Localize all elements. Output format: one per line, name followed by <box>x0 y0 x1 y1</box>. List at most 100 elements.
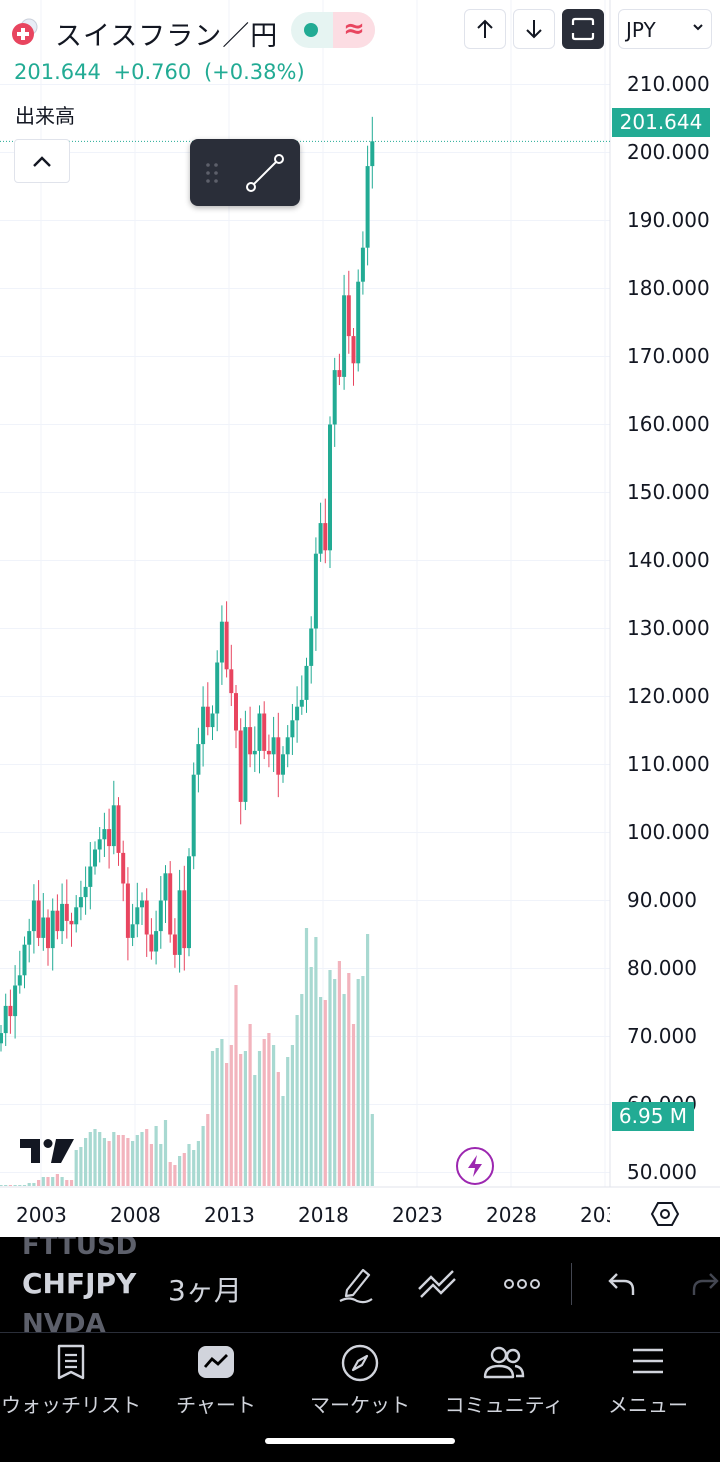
candle-body <box>285 737 290 755</box>
symbol-title[interactable]: スイスフラン／円 <box>55 21 279 52</box>
candle-body <box>215 662 220 714</box>
price-tick-label: 130.000 <box>627 615 710 640</box>
symbol-prev[interactable]: FTTUSD <box>22 1237 138 1261</box>
volume-badge: 6.95 M <box>612 1102 694 1131</box>
volume-bar <box>18 1185 22 1186</box>
candle-body <box>346 295 351 337</box>
candle-body <box>365 166 370 248</box>
volume-bar <box>55 1174 59 1186</box>
indicators-icon[interactable] <box>416 1264 460 1304</box>
time-tick-label: 203 <box>580 1203 610 1227</box>
candle-body <box>257 713 262 751</box>
volume-bar <box>182 1153 186 1186</box>
volume-bar <box>262 1039 266 1186</box>
volume-bar <box>215 1048 219 1186</box>
candle-body <box>262 713 267 751</box>
time-tick-label: 2013 <box>204 1203 255 1227</box>
candle-body <box>295 706 300 721</box>
redo-icon[interactable] <box>688 1264 720 1304</box>
price-tick-label: 110.000 <box>627 751 710 776</box>
candle-body <box>210 713 215 728</box>
candle-body <box>135 907 140 925</box>
volume-bar <box>112 1132 116 1186</box>
tradingview-logo-icon[interactable] <box>20 1137 74 1169</box>
candle-body <box>97 839 102 850</box>
nav-market[interactable]: マーケット <box>288 1333 432 1433</box>
compass-icon <box>341 1344 379 1382</box>
fullscreen-button[interactable] <box>562 9 604 49</box>
nav-label: チャート <box>176 1393 256 1417</box>
candle-body <box>290 720 295 738</box>
drag-handle-icon[interactable] <box>204 161 220 185</box>
candle-body <box>0 1033 3 1044</box>
volume-bar <box>229 1045 233 1186</box>
volume-bar <box>337 961 341 1186</box>
volume-bar <box>286 1057 290 1186</box>
volume-bar <box>295 1015 299 1186</box>
nav-menu[interactable]: メニュー <box>576 1333 720 1433</box>
candle-body <box>299 699 304 707</box>
volume-bar <box>290 1045 294 1186</box>
volume-bar <box>351 1024 356 1186</box>
candle-body <box>31 900 36 932</box>
chart-toolbar: FTTUSD CHFJPY NVDA 3ヶ月 <box>0 1237 720 1332</box>
volume-bar <box>314 937 318 1186</box>
last-price-badge: 201.644 <box>612 108 710 137</box>
currency-select[interactable]: JPY <box>618 9 712 49</box>
volume-bar <box>243 1051 247 1186</box>
volume-bar <box>187 1144 191 1186</box>
candle-body <box>121 852 126 884</box>
candle-body <box>177 890 182 955</box>
market-open-dot <box>304 23 318 37</box>
price-change-pct: (+0.38%) <box>203 60 305 84</box>
volume-bar <box>225 1063 229 1186</box>
volume-bar <box>135 1135 139 1186</box>
pencil-draw-icon[interactable] <box>337 1264 375 1304</box>
candle-body <box>234 693 238 731</box>
flash-icon[interactable] <box>456 1147 494 1185</box>
undo-icon[interactable] <box>605 1264 639 1304</box>
home-indicator[interactable] <box>265 1438 455 1444</box>
candle-body <box>187 856 191 949</box>
candle-body <box>107 829 112 847</box>
volume-bar <box>366 934 370 1186</box>
volume-bar <box>168 1162 172 1186</box>
more-options-icon[interactable] <box>502 1264 542 1304</box>
candle-body <box>304 665 309 700</box>
candle-body <box>219 621 224 663</box>
settings-hexagon-icon[interactable] <box>650 1199 680 1233</box>
nav-chart[interactable]: チャート <box>144 1333 288 1433</box>
candle-body <box>172 934 177 955</box>
collapse-legend-button[interactable] <box>14 139 70 183</box>
volume-bar <box>276 1072 280 1186</box>
symbol-next[interactable]: NVDA <box>22 1309 106 1332</box>
price-tick-label: 120.000 <box>627 683 710 708</box>
symbol-current[interactable]: CHFJPY <box>22 1267 137 1300</box>
candle-body <box>17 975 22 986</box>
candle-body <box>342 295 347 377</box>
price-tick-label: 100.000 <box>627 819 710 844</box>
interval-select[interactable]: 3ヶ月 <box>168 1274 242 1307</box>
last-price: 201.644 <box>14 60 101 84</box>
price-tick-label: 140.000 <box>627 547 710 572</box>
sort-down-button[interactable] <box>513 9 555 49</box>
drawing-tool-floating-bar[interactable] <box>190 139 300 206</box>
nav-watchlist[interactable]: ウォッチリスト <box>0 1333 142 1433</box>
volume-bar <box>178 1156 182 1186</box>
nav-community[interactable]: コミュニティ <box>432 1333 576 1433</box>
trend-line-tool-icon[interactable] <box>244 152 286 194</box>
price-chart[interactable] <box>0 0 720 1237</box>
candle-body <box>224 621 229 670</box>
sort-up-button[interactable] <box>464 9 506 49</box>
volume-bar <box>257 1051 262 1186</box>
market-status-toggle[interactable]: ≈ <box>291 12 375 48</box>
time-tick-label: 2008 <box>110 1203 161 1227</box>
candle-body <box>328 424 332 551</box>
volume-indicator-label[interactable]: 出来高 <box>15 104 75 128</box>
chart-area[interactable]: スイスフラン／円 ≈ JPY 201.644 +0.760 (+0.38%) 出… <box>0 0 720 1237</box>
volume-bar <box>126 1138 130 1186</box>
volume-bar <box>84 1138 88 1186</box>
candle-body <box>78 897 83 908</box>
price-tick-label: 200.000 <box>627 139 710 164</box>
candle-body <box>158 900 163 932</box>
